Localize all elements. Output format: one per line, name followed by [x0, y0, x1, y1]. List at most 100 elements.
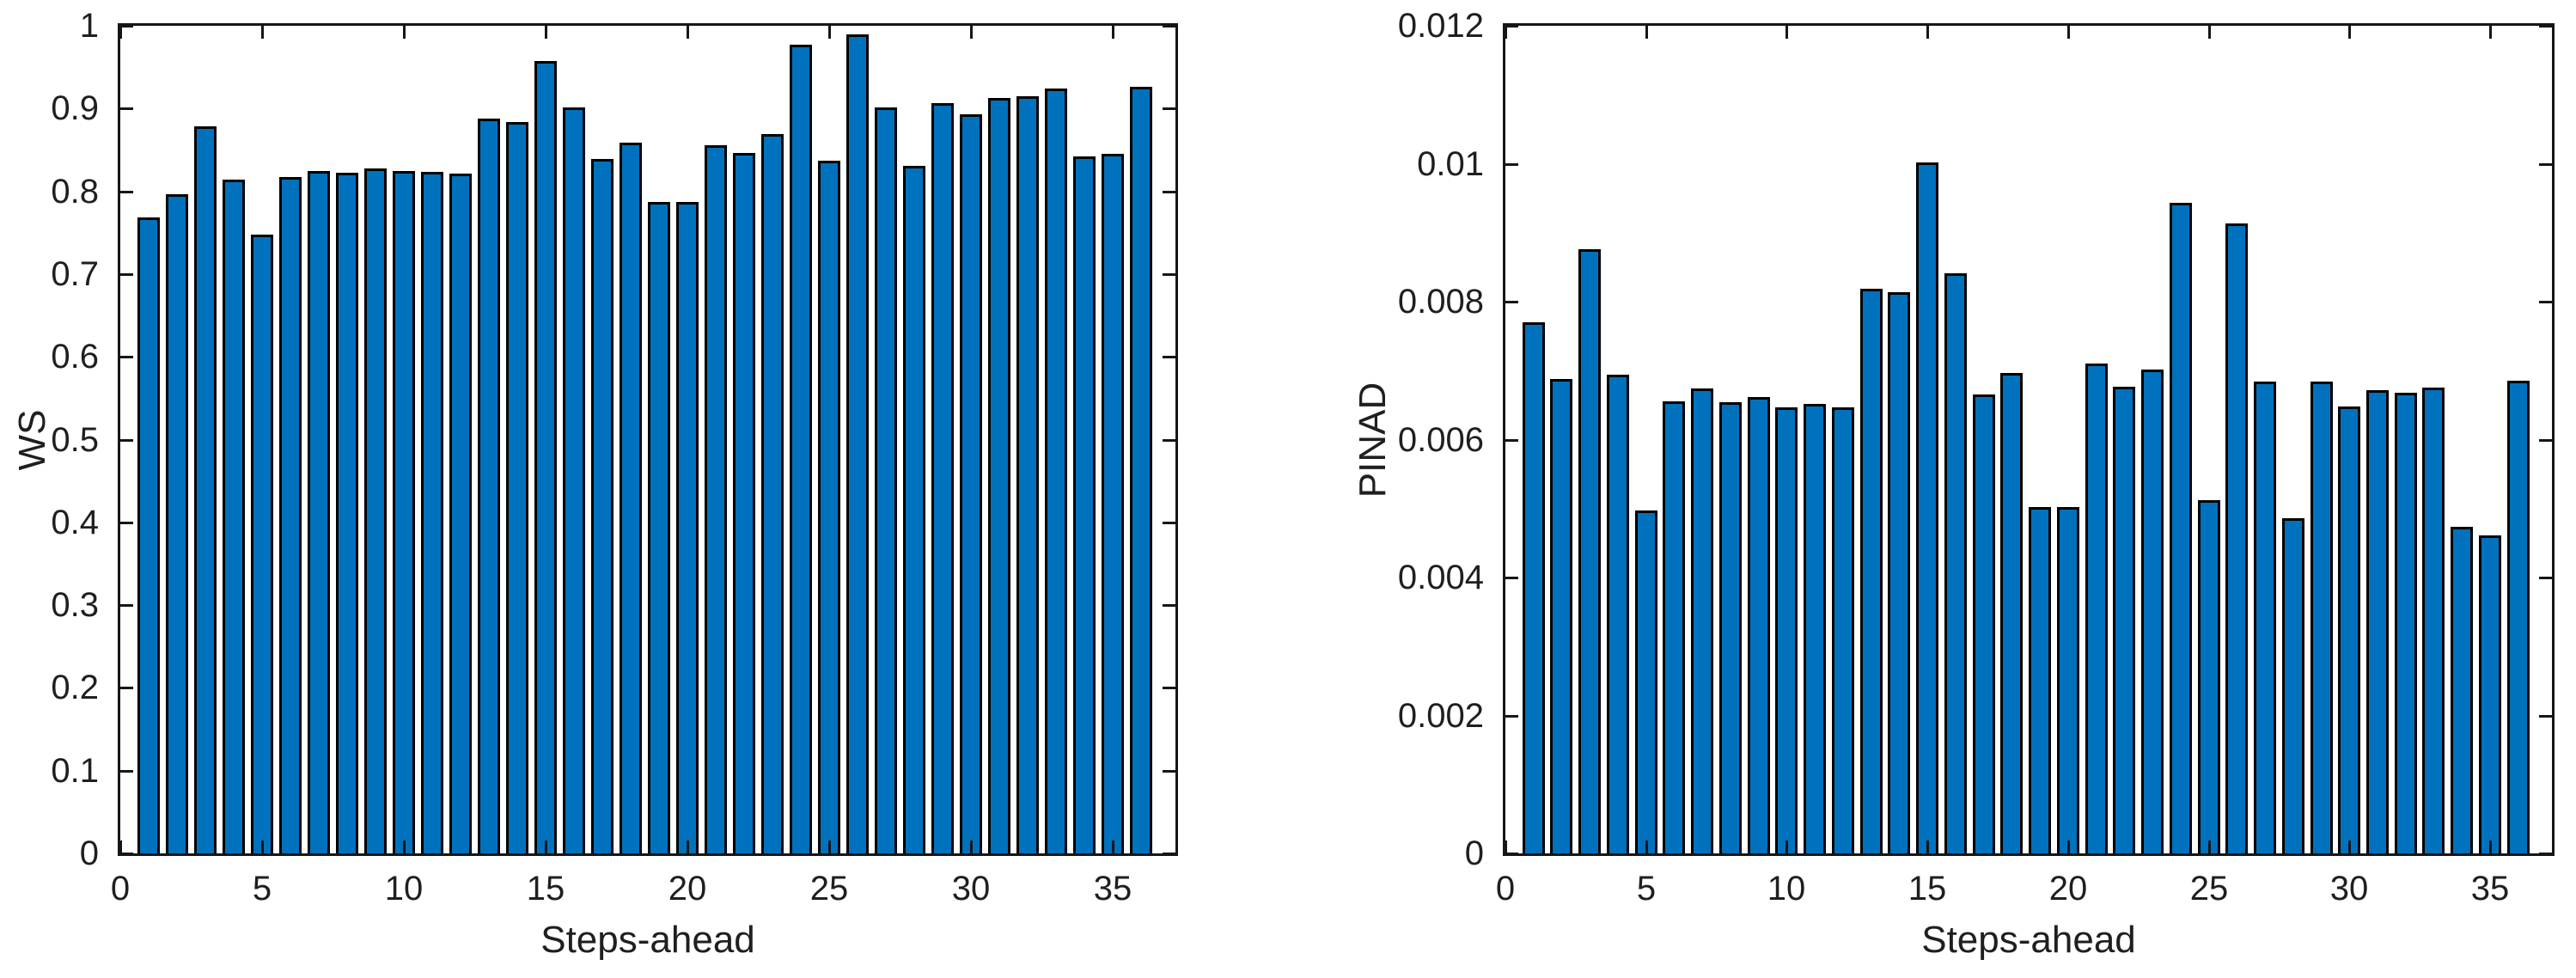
bar	[1888, 292, 1910, 856]
bar	[2225, 223, 2248, 856]
y-tick-mirror	[1163, 439, 1175, 442]
x-tick	[2348, 840, 2351, 853]
x-tick-label: 25	[2189, 870, 2229, 908]
bar	[2366, 390, 2389, 856]
y-tick	[120, 356, 133, 358]
y-tick	[120, 25, 133, 28]
bar	[818, 161, 840, 856]
pinad-x-axis-label: Steps-ahead	[1921, 919, 2136, 961]
bar	[506, 122, 528, 856]
x-tick-label: 5	[252, 870, 272, 908]
bar	[2507, 381, 2530, 856]
bar	[2254, 382, 2276, 856]
y-tick	[1505, 577, 1518, 579]
x-tick-mirror	[2489, 26, 2492, 39]
bar	[1016, 96, 1039, 856]
y-tick-label: 0.4	[51, 504, 99, 541]
x-tick-mirror	[261, 26, 264, 39]
x-tick-label: 20	[668, 870, 707, 908]
y-tick	[120, 687, 133, 689]
x-tick-mirror	[687, 26, 689, 39]
bar	[1775, 407, 1798, 856]
x-tick	[403, 840, 406, 853]
bar	[988, 98, 1010, 856]
x-tick-label: 15	[1908, 870, 1947, 908]
bar	[1073, 156, 1096, 856]
x-tick	[1926, 840, 1929, 853]
x-tick-mirror	[2348, 26, 2351, 39]
x-tick-label: 25	[809, 870, 849, 908]
bar	[931, 103, 954, 856]
y-tick	[120, 107, 133, 110]
bar	[790, 45, 812, 856]
axes-frame	[118, 23, 1178, 856]
bar	[903, 166, 925, 856]
y-tick	[1505, 301, 1518, 303]
x-tick-label: 15	[526, 870, 565, 908]
x-tick-mirror	[1645, 26, 1648, 39]
y-tick-label: 0.012	[1397, 7, 1484, 45]
y-tick-mirror	[1163, 522, 1175, 524]
x-tick	[1112, 840, 1114, 853]
y-tick-label: 0.01	[1417, 145, 1484, 183]
bar	[705, 145, 727, 856]
bar	[364, 168, 387, 856]
x-tick-mirror	[828, 26, 831, 39]
ws-x-axis-label: Steps-ahead	[540, 919, 755, 961]
y-tick-mirror	[2539, 853, 2552, 855]
x-tick-label: 30	[2329, 870, 2369, 908]
bar	[1719, 402, 1742, 856]
bar	[478, 119, 500, 856]
y-tick	[1505, 853, 1518, 855]
x-tick	[545, 840, 547, 853]
bar	[2479, 535, 2501, 856]
bar	[421, 172, 443, 856]
x-tick-label: 5	[1636, 870, 1657, 908]
y-tick-label: 0	[79, 834, 99, 872]
x-tick	[970, 840, 973, 853]
bar	[1804, 404, 1826, 856]
x-tick-mirror	[1112, 26, 1114, 39]
bar	[761, 134, 784, 856]
y-tick-label: 0.6	[51, 338, 99, 376]
x-tick	[2489, 840, 2492, 853]
y-tick-label: 0.008	[1397, 283, 1484, 321]
x-tick-mirror	[2067, 26, 2070, 39]
bar	[1832, 407, 1854, 856]
x-tick-mirror	[403, 26, 406, 39]
bar	[1607, 375, 1629, 856]
bar	[846, 34, 869, 856]
bar	[393, 171, 415, 856]
x-tick-mirror	[545, 26, 547, 39]
bar	[1523, 322, 1545, 856]
bar	[1102, 154, 1124, 856]
bar	[1045, 89, 1067, 856]
x-tick	[119, 840, 122, 853]
bar	[1973, 394, 1995, 856]
bar	[194, 126, 217, 856]
bar	[1916, 162, 1938, 856]
y-tick-mirror	[1163, 687, 1175, 689]
bar	[2141, 370, 2164, 856]
bar	[1860, 289, 1883, 856]
y-tick	[120, 191, 133, 193]
y-tick-mirror	[1163, 107, 1175, 110]
bar	[137, 217, 160, 856]
y-tick-label: 0	[1464, 834, 1484, 872]
y-tick-mirror	[2539, 439, 2552, 442]
bar	[308, 171, 330, 856]
y-tick	[120, 853, 133, 855]
y-tick-mirror	[2539, 163, 2552, 166]
bar	[2451, 527, 2473, 856]
y-tick	[1505, 25, 1518, 28]
x-tick-label: 30	[951, 870, 991, 908]
x-tick-mirror	[970, 26, 973, 39]
y-tick-mirror	[1163, 770, 1175, 773]
y-tick	[120, 273, 133, 276]
bar	[2282, 518, 2304, 856]
x-tick-label: 0	[1495, 870, 1516, 908]
bar	[1944, 273, 1967, 856]
y-tick	[1505, 163, 1518, 166]
bar	[223, 180, 245, 856]
